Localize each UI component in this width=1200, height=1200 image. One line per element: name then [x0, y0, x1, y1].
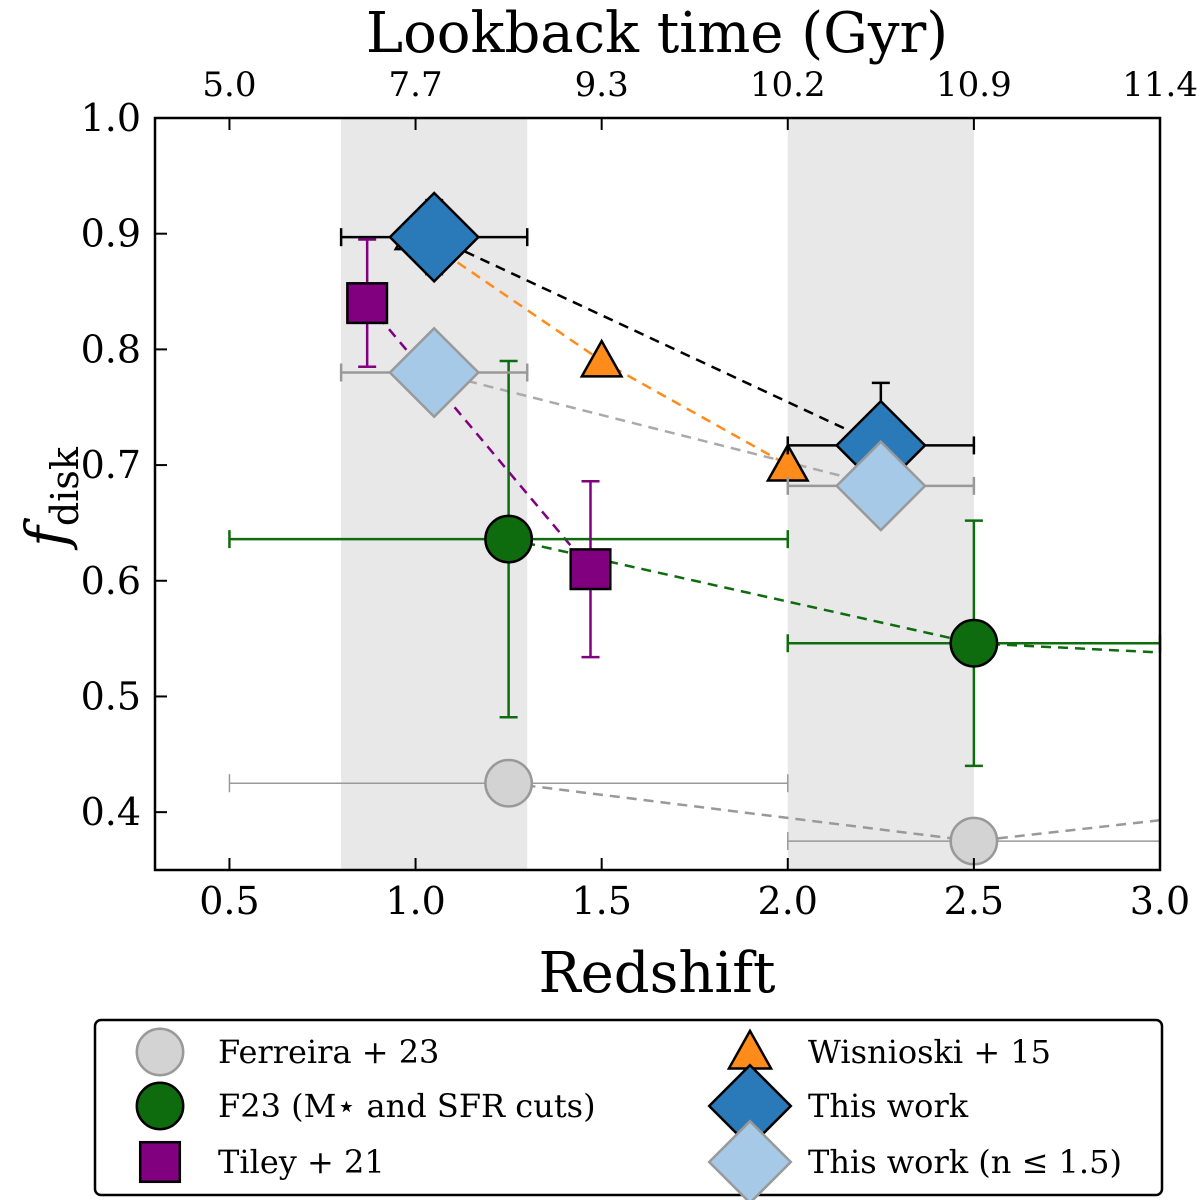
legend-marker-0 — [135, 1027, 185, 1077]
top-tick-label-1: 7.7 — [389, 65, 443, 105]
y-tick-label-4: 0.8 — [81, 327, 141, 371]
x-tick-label-4: 2.5 — [944, 879, 1004, 923]
legend-marker-1 — [135, 1081, 185, 1131]
x-tick-label-2: 1.5 — [571, 879, 631, 923]
x-axis-title: Redshift — [538, 941, 776, 1006]
series-5-point-0 — [388, 326, 481, 419]
x-tick-label-3: 2.0 — [758, 879, 818, 923]
legend-marker-2 — [138, 1140, 182, 1184]
legend-label-2: Tiley + 21 — [218, 1143, 385, 1181]
legend-box — [93, 1018, 1164, 1197]
legend-label-0: Ferreira + 23 — [218, 1033, 439, 1071]
y-axis-title: fdisk — [15, 446, 87, 551]
top-tick-label-2: 9.3 — [575, 65, 629, 105]
y-tick-label-6: 1.0 — [81, 96, 141, 140]
x-tick-label-0: 0.5 — [199, 879, 259, 923]
legend-label-4: This work — [808, 1087, 969, 1125]
legend-label-5: This work (n ≤ 1.5) — [808, 1143, 1122, 1181]
axis-ticks: 0.5 1.0 1.5 2.0 2.5 3.0 0.4 0.5 0.6 0.7 0.8 0.9 1.0 5… — [81, 65, 1198, 923]
series-0-point-0 — [484, 758, 534, 808]
series-4-point-0 — [388, 191, 481, 284]
svg-text:fdisk: fdisk — [15, 446, 87, 551]
y-tick-label-2: 0.6 — [81, 559, 141, 603]
y-axis-title-sub: disk — [43, 446, 87, 526]
y-tick-label-5: 0.9 — [81, 212, 141, 256]
series-2-point-1 — [569, 548, 612, 591]
y-tick-label-1: 0.5 — [81, 674, 141, 718]
y-tick-label-0: 0.4 — [81, 790, 141, 834]
series-4-line — [433, 236, 882, 447]
legend-label-3: Wisnioski + 15 — [808, 1033, 1051, 1071]
x-tick-label-5: 3.0 — [1130, 879, 1190, 923]
top-tick-label-5: 11.4 — [1122, 65, 1198, 105]
series-1-point-1 — [949, 618, 999, 668]
plot-frame — [153, 116, 1162, 872]
x-tick-label-1: 1.0 — [385, 879, 445, 923]
series-2-point-0 — [346, 282, 389, 325]
legend-marker-5 — [707, 1119, 793, 1200]
series-5-point-1 — [834, 439, 927, 532]
legend-label-1: F23 (M⋆ and SFR cuts) — [218, 1087, 596, 1125]
legend: Ferreira + 23 F23 (M⋆ and SFR cuts) Tiley … — [135, 1027, 1122, 1200]
series-1-point-0 — [484, 514, 534, 564]
series-3-point-1 — [579, 338, 624, 378]
top-tick-label-4: 10.9 — [936, 65, 1012, 105]
series-0-point-1 — [949, 816, 999, 866]
series-2-line — [366, 302, 592, 571]
series-layer — [228, 191, 1162, 866]
y-tick-label-3: 0.7 — [81, 443, 141, 487]
top-tick-label-0: 5.0 — [202, 65, 256, 105]
top-tick-label-3: 10.2 — [750, 65, 826, 105]
top-axis-title: Lookback time (Gyr) — [366, 1, 948, 66]
